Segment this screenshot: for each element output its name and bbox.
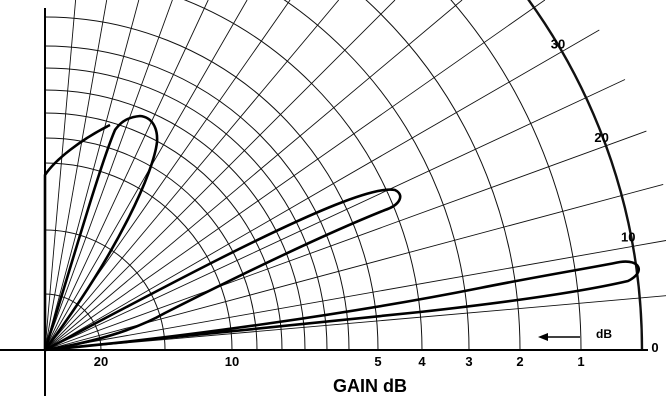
radial-line: [44, 0, 77, 351]
radial-line: [44, 0, 173, 351]
radial-line: [44, 79, 626, 351]
main-lobe: [43, 260, 640, 352]
gain-tick-label: 4: [418, 354, 426, 369]
angle-label: 20: [594, 130, 608, 145]
radial-line: [44, 29, 600, 351]
db-note: dB: [596, 327, 612, 341]
upper-lobe: [43, 123, 111, 350]
radial-line: [44, 0, 463, 351]
axes: [0, 8, 648, 396]
second-lobe: [43, 188, 402, 352]
gain-tick-label: 3: [465, 354, 472, 369]
angle-label: 30: [551, 37, 565, 52]
gain-circle: [183, 0, 423, 351]
angle-label: 10: [621, 229, 635, 244]
gain-tick-label: 1: [577, 354, 584, 369]
outer-gain-circle: [527, 0, 644, 351]
radial-line: [44, 240, 666, 351]
gain-tick-label: 20: [94, 354, 108, 369]
gain-tick-label: 10: [225, 354, 239, 369]
axis-title: GAIN dB: [333, 376, 407, 396]
third-lobe: [43, 114, 159, 352]
gain-tick-label: 2: [516, 354, 523, 369]
radial-line: [44, 295, 666, 351]
radial-line: [44, 130, 647, 351]
radial-line: [44, 0, 209, 351]
gain-tick-label: 0: [651, 340, 658, 355]
radiation-lobes: [43, 114, 640, 352]
gain-tick-label: 5: [374, 354, 381, 369]
db-arrow-head: [538, 333, 548, 341]
radial-line: [44, 0, 140, 351]
radial-line: [44, 0, 546, 351]
gain-circle: [365, 0, 521, 351]
radial-line: [44, 0, 108, 351]
gain-circle: [450, 0, 582, 351]
radial-line: [44, 0, 396, 351]
radial-line: [44, 0, 340, 351]
polar-grid: [44, 0, 666, 351]
db-indicator: dB: [538, 327, 612, 341]
radial-line: [44, 0, 248, 351]
